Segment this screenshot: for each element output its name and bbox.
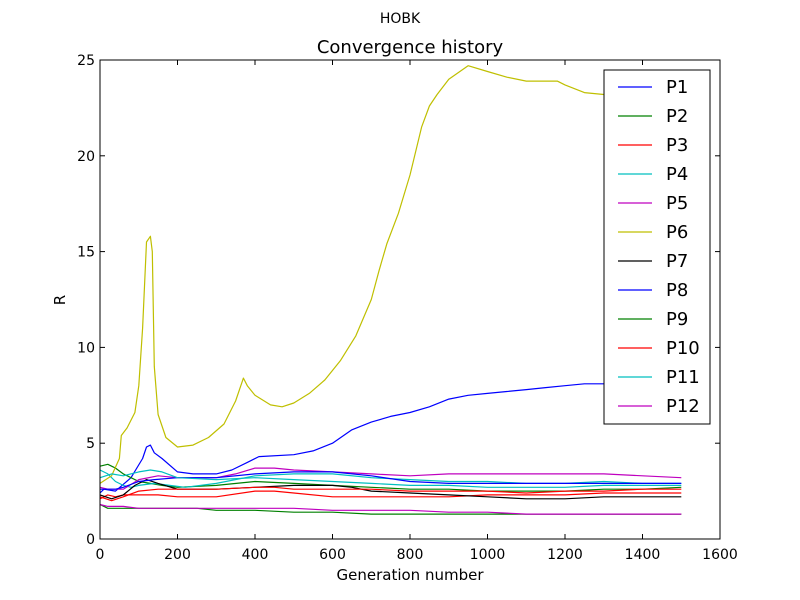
y-tick-label: 20 xyxy=(77,149,95,165)
x-tick-label: 200 xyxy=(164,547,191,563)
plot-lines xyxy=(99,65,682,515)
x-tick-label: 1600 xyxy=(702,547,738,563)
legend-label: P9 xyxy=(666,309,688,330)
legend-label: P3 xyxy=(666,135,688,156)
x-tick-label: 800 xyxy=(397,547,424,563)
y-tick-label: 10 xyxy=(77,340,95,356)
series-line-p1 xyxy=(99,381,624,494)
series-line-p5 xyxy=(99,467,682,490)
legend-label: P1 xyxy=(666,77,688,98)
series-line-p2 xyxy=(99,463,682,492)
x-tick-label: 1400 xyxy=(625,547,661,563)
legend-label: P2 xyxy=(666,106,688,127)
y-tick-label: 25 xyxy=(77,53,95,69)
legend-label: P10 xyxy=(666,338,700,359)
y-tick-label: 15 xyxy=(77,245,95,261)
series-line-p9 xyxy=(99,503,682,515)
series-line-p11 xyxy=(99,469,682,488)
legend-box xyxy=(603,69,711,425)
x-tick-label: 600 xyxy=(319,547,346,563)
x-tick-label: 0 xyxy=(96,547,105,563)
legend-label: P11 xyxy=(666,367,700,388)
legend-label: P5 xyxy=(666,193,688,214)
series-line-p12 xyxy=(99,503,682,515)
y-tick-label: 5 xyxy=(86,436,95,452)
y-tick-label: 0 xyxy=(86,532,95,548)
series-line-p8 xyxy=(100,471,682,490)
x-axis-label: Generation number xyxy=(337,566,485,584)
chart-title: Convergence history xyxy=(317,37,504,58)
legend-label: P7 xyxy=(666,251,688,272)
x-tick-label: 1200 xyxy=(547,547,583,563)
x-tick-label: 1000 xyxy=(470,547,506,563)
x-tick-label: 400 xyxy=(242,547,269,563)
legend-label: P4 xyxy=(666,164,688,185)
series-line-p7 xyxy=(99,479,682,500)
legend-label: P6 xyxy=(666,222,688,243)
legend-label: P8 xyxy=(666,280,688,301)
figure-suptitle: HOBK xyxy=(380,11,421,27)
series-line-p10 xyxy=(99,486,682,502)
axes: 0 200 400 600 800 1000 1200 1400 1600 0 5 10 15 20 25 xyxy=(77,53,738,563)
legend: P1 P2 P3 P4 P5 P6 P7 P8 P9 P10 P11 P12 xyxy=(603,69,711,425)
y-axis-label: R xyxy=(51,295,69,305)
series-line-p6 xyxy=(99,65,624,484)
legend-label: P12 xyxy=(666,396,700,417)
